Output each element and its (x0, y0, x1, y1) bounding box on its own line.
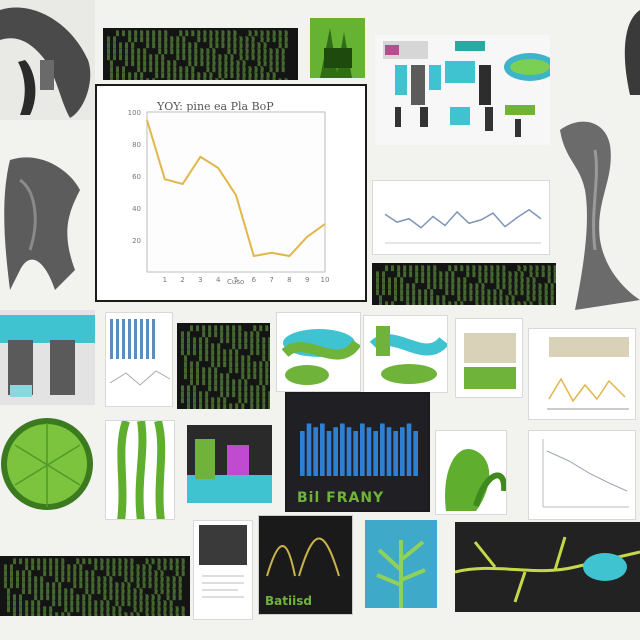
y-tick-label: 80 (132, 141, 141, 149)
bar (413, 431, 418, 476)
y-tick-label: 40 (132, 205, 141, 213)
terminal-panel-top: ▒ ▒ ▒ ▒ ▒ ▒ ▒ ▒ ▒ ▒ ▒ ▒ ▒ ▒ ▒ ▒ ▒ ▒ ▒ ▒ … (103, 28, 298, 80)
terminal-panel-center: ▒ ▒ ▒ ▒ ▒ ▒ ▒ ▒ ▒ ▒ ▒ ▒ ▒ ▒ ▒ ▒ ▒ ▒ ▒ ▒ … (177, 323, 270, 409)
bar (313, 427, 318, 476)
x-tick-label: 10 (321, 276, 330, 284)
bottom-center-footer: Batiisd (265, 594, 312, 608)
right-line-chart (372, 180, 550, 255)
bar-strip-panel (105, 312, 173, 407)
x-tick-label: 7 (269, 276, 273, 284)
bar (386, 427, 392, 476)
bar (380, 423, 385, 476)
x-tick-label: 5 (234, 276, 238, 284)
dark-curve-chart: Batiisd (258, 515, 353, 615)
bar-chart-footer: Bil FRANY (297, 490, 385, 506)
bar (400, 427, 405, 476)
terminal-panel-mid: ▒ ▒ ▒ ▒ ▒ ▒ ▒ ▒ ▒ ▒ ▒ ▒ ▒ ▒ ▒ ▒ ▒ ▒ ▒ ▒ … (372, 263, 556, 305)
small-line-chart (528, 328, 636, 420)
sculpture-right (555, 110, 640, 310)
neuron-illustration (455, 522, 640, 612)
bar (300, 431, 305, 476)
texture-panel (455, 318, 523, 398)
sculpture-left (0, 150, 90, 300)
leaf-cell-disc (0, 415, 95, 513)
terminal-text: ▒ ▒ ▒ ▒ ▒ ▒ ▒ ▒ ▒ ▒ ▒ ▒ ▒ ▒ ▒ ▒ ▒ ▒ ▒ ▒ … (181, 326, 270, 409)
x-tick-label: 3 (198, 276, 202, 284)
bar (353, 431, 358, 476)
teal-device-photo (0, 310, 95, 405)
y-tick-label: 100 (128, 109, 141, 117)
x-tick-label: 4 (216, 276, 221, 284)
x-tick-label: 1 (163, 276, 167, 284)
bar (306, 423, 312, 476)
y-tick-label: 20 (132, 237, 141, 245)
x-tick-label: 2 (180, 276, 184, 284)
leaf-illustration (365, 520, 437, 608)
main-chart-plot: 20 40 60 80 100 1 2 3 4 5 6 7 8 9 10 (128, 109, 330, 284)
plant-stems (105, 420, 175, 520)
bar-chart-panel: Bil FRANY (285, 392, 430, 512)
terminal-panel-bottom: ▒ ▒ ▒ ▒ ▒ ▒ ▒ ▒ ▒ ▒ ▒ ▒ ▒ ▒ ▒ ▒ ▒ ▒ ▒ ▒ … (0, 556, 190, 616)
doc-thumbnail (193, 520, 253, 620)
x-tick-label: 6 (252, 276, 257, 284)
bar (373, 431, 378, 476)
bar (326, 431, 332, 476)
bar (346, 427, 352, 476)
bar (360, 423, 365, 476)
bar (340, 423, 345, 476)
teal-block-collage (375, 35, 550, 145)
bar (393, 431, 398, 476)
green-teal-shapes (276, 312, 361, 392)
sculpture-top-right (610, 0, 640, 100)
main-chart-title: YOY: pine ea Pla BoP (157, 100, 274, 113)
bar (320, 423, 325, 476)
right-chart-plot (384, 208, 542, 244)
scatter-chart (528, 430, 636, 520)
right-chart-line (384, 208, 542, 229)
terminal-text: ▒ ▒ ▒ ▒ ▒ ▒ ▒ ▒ ▒ ▒ ▒ ▒ ▒ ▒ ▒ ▒ ▒ ▒ ▒ ▒ … (376, 266, 556, 305)
tentacle-photo (0, 0, 95, 120)
terminal-text: ▒ ▒ ▒ ▒ ▒ ▒ ▒ ▒ ▒ ▒ ▒ ▒ ▒ ▒ ▒ ▒ ▒ ▒ ▒ ▒ … (107, 31, 288, 80)
main-chart-line (146, 119, 326, 258)
terminal-text: ▒ ▒ ▒ ▒ ▒ ▒ ▒ ▒ ▒ ▒ ▒ ▒ ▒ ▒ ▒ ▒ ▒ ▒ ▒ ▒ … (4, 559, 185, 616)
main-line-chart: YOY: pine ea Pla BoP 20 40 60 80 100 1 2 3 4 5 6 7 8… (95, 84, 367, 302)
green-teal-shapes-2 (363, 315, 448, 393)
green-leaf-shapes (435, 430, 507, 515)
bar (333, 427, 338, 476)
purple-object-photo (187, 425, 272, 503)
bar (406, 423, 412, 476)
main-chart-caption: Cuso (227, 278, 245, 286)
plant-thumbnail (310, 18, 365, 78)
x-tick-label: 8 (287, 276, 291, 284)
x-tick-label: 9 (305, 276, 309, 284)
y-tick-label: 60 (132, 173, 141, 181)
bar-chart-plot (300, 423, 418, 476)
bar (366, 427, 372, 476)
